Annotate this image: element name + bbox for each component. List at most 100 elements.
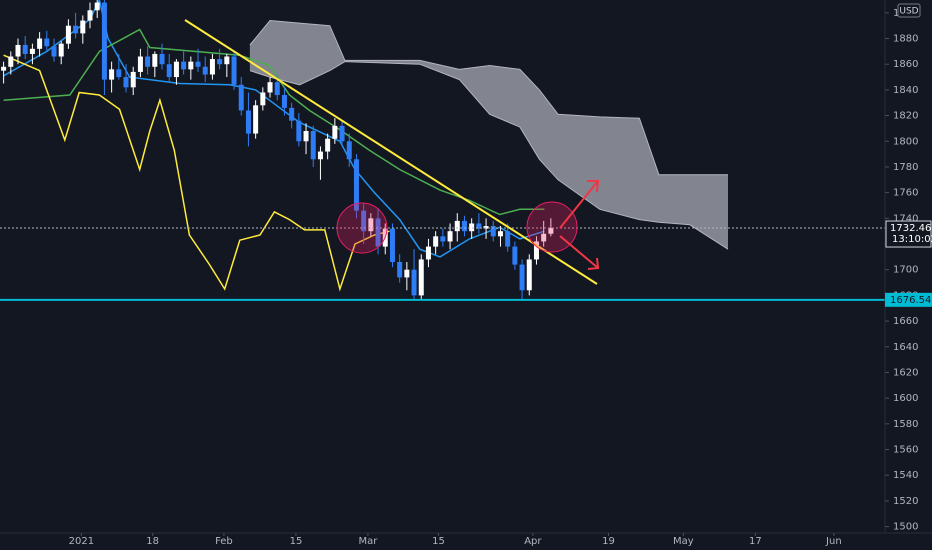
candle-body	[418, 259, 424, 296]
candle-body	[58, 43, 64, 57]
candle-body	[425, 246, 431, 260]
support-label: 1676.549	[890, 295, 932, 306]
x-tick-label: 15	[290, 536, 303, 547]
x-tick-label: Mar	[359, 536, 379, 547]
candle-body	[404, 269, 410, 278]
x-tick-label: Feb	[215, 536, 233, 547]
x-tick-label: 2021	[69, 536, 94, 547]
candle-body	[109, 69, 115, 80]
candle-body	[497, 231, 503, 237]
trend-line	[184, 19, 598, 285]
candle-body	[361, 210, 367, 232]
y-tick-label: 1700	[893, 265, 918, 276]
candle-body	[490, 226, 496, 237]
ichimoku-cloud	[249, 20, 729, 250]
candle-body	[440, 236, 446, 242]
x-tick-label: 17	[749, 536, 762, 547]
y-tick-label: 1640	[893, 342, 918, 353]
countdown-label: 13:10:02	[892, 234, 932, 245]
candle-body	[37, 38, 43, 49]
candle-body	[159, 53, 165, 65]
y-tick-label: 1760	[893, 188, 918, 199]
candle-body	[123, 77, 129, 88]
y-tick-label: 1780	[893, 162, 918, 173]
candle-body	[454, 220, 460, 232]
y-tick-label: 1740	[893, 213, 918, 224]
candle-body	[317, 151, 323, 160]
cloud-upper-edge	[249, 19, 728, 176]
y-tick-label: 1860	[893, 59, 918, 70]
candle-body	[65, 25, 71, 44]
x-tick-label: Apr	[524, 536, 542, 547]
candle-body	[519, 264, 525, 291]
price-labels: 1676.549 1732.46013:10:02 USD	[885, 3, 932, 307]
arrows	[559, 180, 600, 270]
candle-body	[469, 223, 475, 232]
support-label-box	[885, 292, 932, 307]
candle-body	[267, 82, 273, 93]
arrow-head	[587, 180, 600, 193]
candle-body	[166, 64, 172, 78]
y-tick-label: 1800	[893, 136, 918, 147]
candle-body	[145, 56, 151, 67]
arrow-head	[587, 257, 600, 270]
candle-body	[253, 105, 259, 134]
candle-body	[310, 131, 316, 160]
candle-body	[15, 44, 21, 57]
candle-body	[188, 61, 194, 70]
candle-body	[8, 56, 14, 67]
y-tick-label: 1820	[893, 111, 918, 122]
candle-body	[353, 159, 359, 211]
x-tick-label: May	[673, 536, 694, 547]
y-tick-label: 1600	[893, 393, 918, 404]
candle-body	[245, 110, 251, 134]
y-tick-label: 1540	[893, 470, 918, 481]
x-tick-label: 15	[432, 536, 445, 547]
candle-body	[137, 56, 143, 72]
candle-body	[368, 218, 374, 232]
candle-body	[303, 131, 309, 142]
cloud-lower-edge	[249, 61, 729, 250]
candle-body	[224, 56, 230, 65]
candle-body	[73, 25, 79, 34]
candle-body	[51, 46, 57, 57]
candle-body	[217, 59, 223, 65]
candle-body	[375, 218, 381, 247]
candle-body	[94, 2, 100, 11]
drawings	[184, 19, 600, 285]
candle-body	[461, 220, 467, 232]
candle-body	[202, 66, 208, 75]
candle-body	[296, 120, 302, 142]
candle-body	[526, 259, 532, 291]
y-tick-label: 1620	[893, 367, 918, 378]
candle-body	[181, 61, 187, 70]
y-tick-label: 1520	[893, 496, 918, 507]
y-tick-label: 1880	[893, 34, 918, 45]
candle-body	[80, 20, 86, 34]
candle-body	[44, 38, 50, 47]
candle-body	[512, 246, 518, 265]
candle-body	[260, 92, 266, 106]
candle-body	[22, 44, 28, 54]
candle-body	[447, 231, 453, 242]
arrow-up	[559, 180, 599, 229]
candle-body	[397, 262, 403, 278]
currency-label: USD	[899, 7, 918, 17]
candle-body	[231, 56, 237, 85]
candle-body	[130, 71, 136, 88]
y-tick-label: 1840	[893, 85, 918, 96]
candle-body	[332, 125, 338, 139]
plot-area	[0, 0, 885, 301]
x-tick-label: Jun	[825, 536, 842, 547]
candle-body	[116, 69, 122, 78]
candle-body	[1, 66, 7, 71]
candle-body	[433, 236, 439, 247]
candle-body	[274, 82, 280, 96]
x-tick-label: 19	[602, 536, 615, 547]
candle-body	[339, 125, 345, 142]
candle-body	[173, 61, 179, 78]
currency-box	[897, 3, 921, 18]
y-tick-label: 1660	[893, 316, 918, 327]
last-price-box	[885, 220, 932, 248]
